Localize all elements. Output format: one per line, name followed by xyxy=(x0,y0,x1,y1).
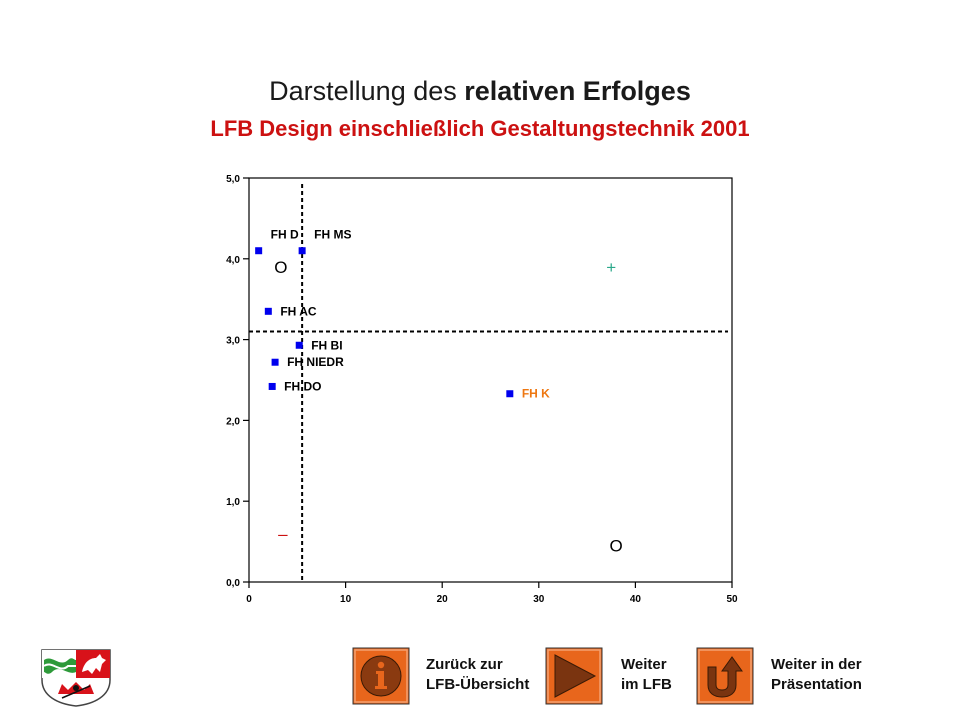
x-tick-label: 40 xyxy=(630,594,642,605)
title-prefix: Darstellung des xyxy=(269,76,465,106)
next-in-lfb-label[interactable]: Weiter im LFB xyxy=(621,655,672,695)
next-label-line1: Weiter xyxy=(621,656,667,673)
chart-title: Darstellung des relativen Erfolges xyxy=(0,76,960,107)
y-tick-label: 5,0 xyxy=(226,174,240,185)
data-point-label: FH MS xyxy=(314,228,351,242)
data-point-label: FH K xyxy=(522,387,550,401)
next-label-line2: im LFB xyxy=(621,676,672,693)
x-tick-label: 50 xyxy=(726,594,738,605)
data-point xyxy=(295,341,303,349)
quadrant-mark: – xyxy=(278,525,288,544)
title-bold: relativen Erfolges xyxy=(464,76,691,106)
continue-presentation-button[interactable] xyxy=(696,647,754,705)
x-tick-label: 10 xyxy=(340,594,352,605)
data-point-label: FH AC xyxy=(280,304,317,318)
y-tick-label: 3,0 xyxy=(226,336,240,347)
y-tick-label: 0,0 xyxy=(226,578,240,589)
continue-label-line1: Weiter in der xyxy=(771,656,862,673)
next-in-lfb-button[interactable] xyxy=(545,647,603,705)
x-tick-label: 0 xyxy=(246,594,252,605)
data-point-label: FH NIEDR xyxy=(287,355,344,369)
plot-frame xyxy=(248,177,733,583)
y-tick-label: 2,0 xyxy=(226,416,240,427)
data-point xyxy=(271,358,279,366)
y-tick-label: 1,0 xyxy=(226,497,240,508)
back-to-overview-label[interactable]: Zurück zur LFB-Übersicht xyxy=(426,655,529,695)
quadrant-marks: O + – O xyxy=(274,258,622,556)
back-label-line2: LFB-Übersicht xyxy=(426,676,530,693)
scatter-chart: 0 10 20 30 40 500,01,02,03,04,05,0 FH D FH MSF… xyxy=(226,174,738,605)
back-to-overview-button[interactable] xyxy=(352,647,410,705)
continue-presentation-label[interactable]: Weiter in der Präsentation xyxy=(771,655,862,695)
info-icon xyxy=(352,647,410,705)
data-point xyxy=(255,247,263,255)
data-point xyxy=(506,390,514,398)
back-label-line1: Zurück zur xyxy=(426,656,503,673)
quadrant-mark: O xyxy=(609,537,622,556)
play-icon xyxy=(545,647,603,705)
data-point xyxy=(264,307,272,315)
data-point-label: FH BI xyxy=(311,338,342,352)
nrw-coat-of-arms-logo xyxy=(41,649,111,707)
quadrant-mark: O xyxy=(274,258,287,277)
y-tick-label: 4,0 xyxy=(226,255,240,266)
data-point-label: FH DO xyxy=(284,379,321,393)
return-arrow-icon xyxy=(696,647,754,705)
chart-subtitle: LFB Design einschließlich Gestaltungstec… xyxy=(210,116,750,141)
data-point-label: FH D xyxy=(271,228,299,242)
data-point xyxy=(268,382,276,390)
data-point xyxy=(298,247,306,255)
x-tick-label: 20 xyxy=(437,594,449,605)
quadrant-mark: + xyxy=(606,258,616,277)
chart-axes: 0 10 20 30 40 50 0,0 1,0 2,0 3,0 4,0 5,0 xyxy=(226,174,738,605)
x-tick-label: 30 xyxy=(533,594,545,605)
chart-marks: FH D FH MS FH AC FH BI FH NIEDR FH DO FH K xyxy=(255,228,550,401)
continue-label-line2: Präsentation xyxy=(771,676,862,693)
